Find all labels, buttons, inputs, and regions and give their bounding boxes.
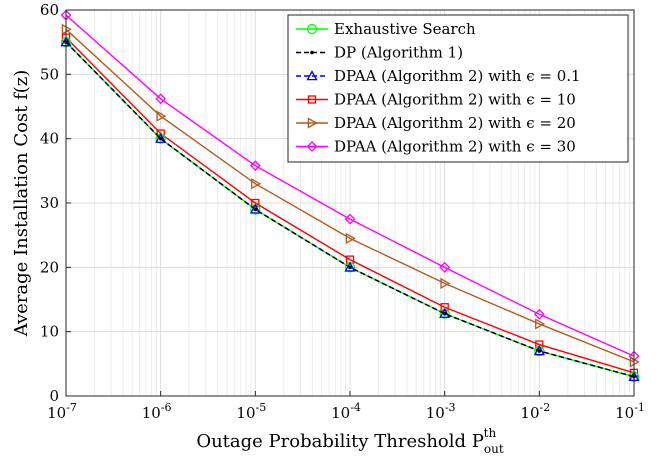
point-marker-diamond <box>439 261 451 273</box>
point-marker-triangle-right <box>251 178 262 190</box>
y-tick-label: 50 <box>40 65 59 83</box>
legend: Exhaustive Search DP (Algorithm 1) DPAA (A… <box>287 14 629 163</box>
x-axis-label-sub: out <box>484 442 504 456</box>
y-tick-label: 30 <box>40 194 59 212</box>
point-marker-triangle-right <box>345 232 356 244</box>
series-layer <box>60 9 640 382</box>
point-marker-diamond <box>249 160 261 172</box>
legend-entry: DPAA (Algorithm 2) with ϵ = 0.1 <box>296 67 581 85</box>
y-axis-label: Average Installation Cost f(z) <box>11 70 32 338</box>
y-tick-label: 10 <box>40 323 59 341</box>
point-marker-square <box>535 340 544 349</box>
point-marker-diamond <box>533 308 545 320</box>
x-tick-label: 10-3 <box>426 401 456 422</box>
legend-entry: DPAA (Algorithm 2) with ϵ = 10 <box>296 91 576 109</box>
x-tick-label: 10-7 <box>47 401 77 422</box>
point-marker-dot <box>158 136 163 141</box>
legend-label: DP (Algorithm 1) <box>334 44 463 62</box>
point-marker-circle <box>306 23 318 35</box>
ticks: 10-7 10-6 10-5 10-4 10-3 10-2 10-1 0 10 20 30 40 50 6… <box>40 1 645 422</box>
x-tick-label: 10-6 <box>142 401 172 422</box>
point-marker-triangle-right <box>535 318 546 330</box>
x-axis-label: Outage Probability Threshold Pout th <box>196 426 504 456</box>
legend-label: Exhaustive Search <box>334 20 476 38</box>
x-tick-label: 10-2 <box>520 401 550 422</box>
y-tick-label: 60 <box>40 1 59 19</box>
point-marker-dot <box>253 207 258 212</box>
legend-entry: DPAA (Algorithm 2) with ϵ = 20 <box>296 114 576 132</box>
point-marker-square <box>251 198 260 208</box>
legend-box <box>287 14 629 163</box>
legend-label: DPAA (Algorithm 2) with ϵ = 0.1 <box>334 67 581 85</box>
point-marker-square <box>307 95 317 104</box>
legend-label: DPAA (Algorithm 2) with ϵ = 10 <box>334 91 576 109</box>
x-axis-label-sup: th <box>484 426 497 440</box>
y-tick-label: 20 <box>40 258 59 276</box>
point-marker-diamond <box>344 213 356 225</box>
point-marker-dot <box>442 311 447 316</box>
grid <box>65 9 634 397</box>
legend-label: DPAA (Algorithm 2) with ϵ = 30 <box>334 138 576 156</box>
point-marker-triangle-right <box>156 110 167 122</box>
point-marker-square <box>440 303 449 312</box>
point-marker-triangle-right <box>307 117 318 129</box>
point-marker-dot <box>537 349 542 353</box>
point-marker-diamond <box>155 93 167 105</box>
point-marker-triangle-right <box>440 277 451 290</box>
point-marker-triangle <box>344 261 356 272</box>
legend-entry: DPAA (Algorithm 2) with ϵ = 30 <box>296 138 576 156</box>
x-tick-label: 10-4 <box>331 401 361 422</box>
point-marker-dot <box>348 265 352 270</box>
point-marker-diamond <box>306 141 318 152</box>
series-line <box>65 14 635 357</box>
legend-entry: Exhaustive Search <box>296 20 476 38</box>
legend-entry: DP (Algorithm 1) <box>296 44 463 62</box>
legend-label: DPAA (Algorithm 2) with ϵ = 20 <box>334 114 576 132</box>
y-tick-label: 0 <box>49 387 59 405</box>
point-marker-triangle <box>155 132 167 143</box>
series-line <box>65 28 635 363</box>
y-tick-label: 40 <box>40 130 59 148</box>
x-tick-label: 10-5 <box>236 401 266 422</box>
x-tick-label: 10-1 <box>615 401 645 422</box>
point-marker-triangle <box>306 70 318 81</box>
x-axis-label-main: Outage Probability Threshold P <box>196 431 484 452</box>
point-marker-dot <box>310 50 314 55</box>
point-marker-triangle <box>249 203 261 214</box>
